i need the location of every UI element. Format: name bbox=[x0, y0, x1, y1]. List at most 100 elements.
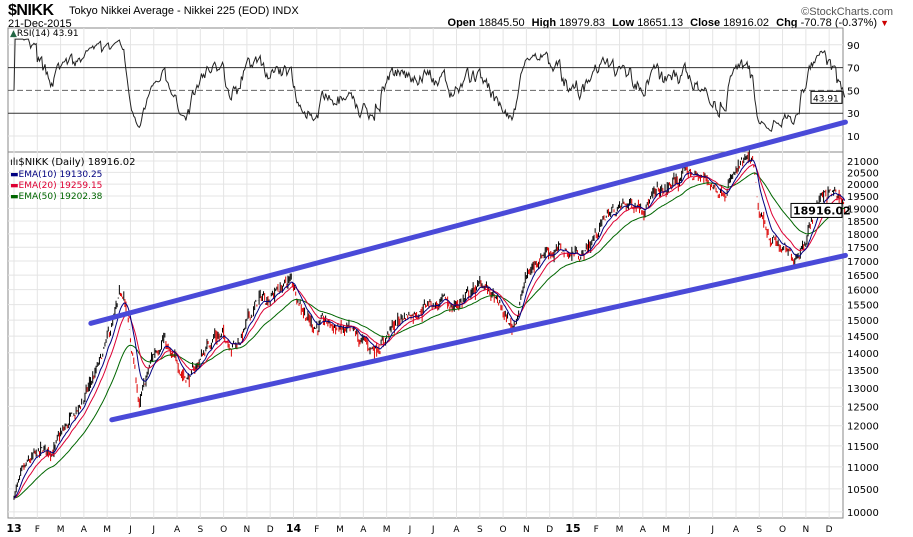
price-tick-label: 18500 bbox=[847, 217, 879, 228]
low-value: 18651.13 bbox=[637, 17, 684, 29]
chg-value: -70.78 (-0.37%) bbox=[800, 17, 878, 29]
rsi-legend: ▲RSI(14) 43.91 bbox=[10, 29, 79, 39]
price-tick-label: 10000 bbox=[847, 508, 879, 519]
chart-date: 21-Dec-2015 bbox=[8, 18, 72, 30]
x-tick-label: 13 bbox=[6, 522, 21, 535]
price-tick-label: 16000 bbox=[847, 286, 879, 297]
rsi-tick-label: 30 bbox=[847, 109, 860, 120]
x-tick-label: A bbox=[733, 525, 740, 535]
chg-label: Chg bbox=[776, 17, 798, 29]
x-tick-label: 15 bbox=[565, 522, 580, 535]
open-value: 18845.50 bbox=[478, 17, 525, 29]
x-tick-label: J bbox=[431, 525, 435, 535]
ema50-legend: ▬EMA(50) 19202.38 bbox=[10, 192, 103, 202]
ohlc-summary: Open 18845.50 High 18979.83 Low 18651.13… bbox=[444, 17, 889, 29]
price-tick-label: 13000 bbox=[847, 384, 879, 395]
x-tick-label: N bbox=[523, 525, 530, 535]
x-tick-label: D bbox=[546, 525, 553, 535]
x-tick-label: M bbox=[616, 525, 624, 535]
ema50-line bbox=[13, 172, 845, 499]
x-tick-label: J bbox=[151, 525, 155, 535]
rsi-line bbox=[13, 38, 846, 132]
x-tick-label: J bbox=[408, 525, 412, 535]
bar-icon: ılı bbox=[10, 157, 19, 168]
high-label: High bbox=[531, 17, 557, 29]
close-value: 18916.02 bbox=[723, 17, 770, 29]
rsi-tick-label: 50 bbox=[847, 86, 860, 97]
price-tick-label: 12000 bbox=[847, 422, 879, 433]
x-tick-label: F bbox=[314, 525, 319, 535]
x-tick-label: J bbox=[128, 525, 132, 535]
trend-channel-upper bbox=[88, 119, 848, 326]
rsi-value-label: 43.91 bbox=[813, 94, 839, 104]
price-tick-label: 17000 bbox=[847, 257, 879, 268]
ema10-line bbox=[13, 159, 846, 499]
price-tick-label: 12500 bbox=[847, 402, 879, 413]
x-tick-label: M bbox=[662, 525, 670, 535]
x-tick-label: M bbox=[336, 525, 344, 535]
ema20-legend: ▬EMA(20) 19259.15 bbox=[10, 181, 103, 191]
x-tick-label: A bbox=[81, 525, 88, 535]
price-tick-label: 19000 bbox=[847, 204, 879, 215]
x-tick-label: M bbox=[57, 525, 65, 535]
close-label: Close bbox=[690, 17, 721, 29]
x-tick-label: O bbox=[220, 525, 227, 535]
x-tick-label: M bbox=[103, 525, 111, 535]
price-tick-label: 11500 bbox=[847, 442, 879, 453]
rsi-tick-label: 10 bbox=[847, 132, 860, 143]
x-tick-label: O bbox=[500, 525, 507, 535]
x-tick-label: F bbox=[594, 525, 599, 535]
price-tick-label: 15000 bbox=[847, 316, 879, 327]
price-tick-label: 14500 bbox=[847, 332, 879, 343]
x-tick-label: 14 bbox=[286, 522, 302, 535]
price-tick-label: 20500 bbox=[847, 168, 879, 179]
x-tick-label: O bbox=[779, 525, 786, 535]
x-tick-label: D bbox=[267, 525, 274, 535]
brand-logo: ©StockCharts.com bbox=[801, 6, 893, 18]
ema10-legend: ▬EMA(10) 19130.25 bbox=[10, 170, 103, 180]
x-tick-label: J bbox=[687, 525, 691, 535]
price-tick-label: 13500 bbox=[847, 366, 879, 377]
x-tick-label: J bbox=[710, 525, 714, 535]
x-tick-label: S bbox=[477, 525, 483, 535]
price-tick-label: 15500 bbox=[847, 301, 879, 312]
x-tick-label: N bbox=[244, 525, 251, 535]
rsi-tick-label: 70 bbox=[847, 64, 860, 75]
trend-channel-lower bbox=[109, 252, 848, 423]
price-tick-label: 16500 bbox=[847, 271, 879, 282]
rsi-icon: ▲ bbox=[10, 29, 17, 39]
x-tick-label: S bbox=[756, 525, 762, 535]
x-tick-label: A bbox=[360, 525, 367, 535]
security-name: Tokyo Nikkei Average - Nikkei 225 (EOD) … bbox=[69, 5, 299, 17]
down-arrow-icon: ▼ bbox=[880, 18, 889, 28]
price-tick-label: 10500 bbox=[847, 485, 879, 496]
price-tick-label: 11000 bbox=[847, 463, 879, 474]
x-tick-label: N bbox=[802, 525, 809, 535]
high-value: 18979.83 bbox=[559, 17, 606, 29]
rsi-value-tag bbox=[810, 90, 843, 104]
price-legend: ılı$NIKK (Daily) 18916.02 bbox=[10, 157, 136, 168]
price-tick-label: 18000 bbox=[847, 230, 879, 241]
ema20-line bbox=[13, 164, 846, 499]
symbol: $NIKK bbox=[8, 2, 54, 19]
x-tick-label: A bbox=[453, 525, 460, 535]
last-price-tag bbox=[790, 202, 843, 218]
x-tick-label: D bbox=[826, 525, 833, 535]
open-label: Open bbox=[447, 17, 476, 29]
price-tick-label: 21000 bbox=[847, 157, 879, 168]
price-tick-label: 17500 bbox=[847, 243, 879, 254]
price-tick-label: 19500 bbox=[847, 192, 879, 203]
low-label: Low bbox=[612, 17, 635, 29]
price-panel bbox=[7, 151, 844, 519]
last-price-value: 18916.02 bbox=[793, 204, 851, 217]
price-tick-label: 20000 bbox=[847, 180, 879, 191]
x-tick-label: M bbox=[383, 525, 391, 535]
x-tick-label: A bbox=[174, 525, 181, 535]
price-tick-label: 14000 bbox=[847, 349, 879, 360]
x-tick-label: F bbox=[35, 525, 40, 535]
rsi-tick-label: 90 bbox=[847, 41, 860, 52]
x-tick-label: A bbox=[640, 525, 647, 535]
x-tick-label: S bbox=[197, 525, 203, 535]
